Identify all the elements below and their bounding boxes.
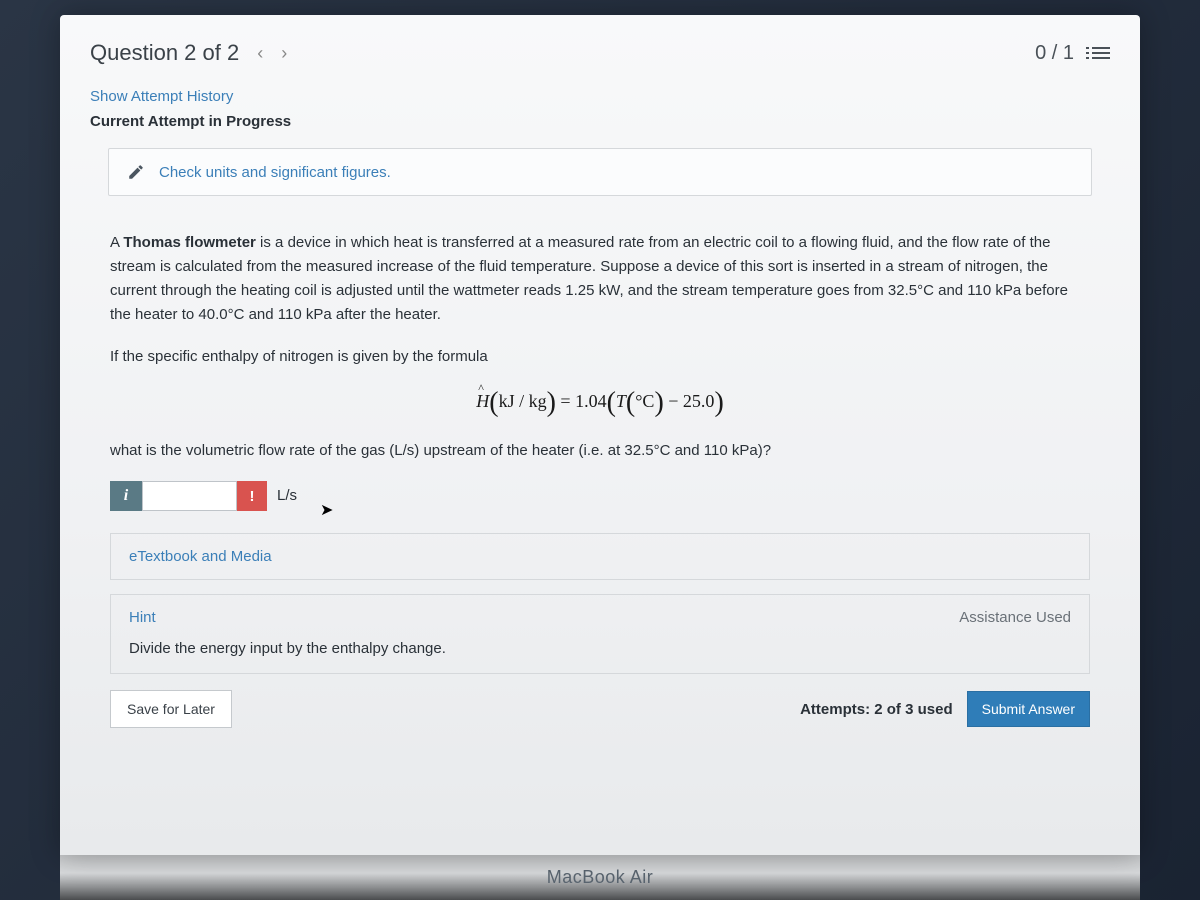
problem-paragraph-2: If the specific enthalpy of nitrogen is …: [110, 345, 1090, 369]
question-panel: Question 2 of 2 ‹ › 0 / 1 Show Attempt H…: [60, 15, 1140, 855]
problem-paragraph-1: A Thomas flowmeter is a device in which …: [110, 231, 1090, 327]
device-label: MacBook Air: [547, 867, 654, 887]
footer-row: Save for Later Attempts: 2 of 3 used Sub…: [110, 690, 1090, 728]
footer-right: Attempts: 2 of 3 used Submit Answer: [800, 691, 1090, 727]
formula-t: T: [616, 391, 626, 411]
formula-h-unit: kJ / kg: [499, 391, 547, 411]
list-menu-icon[interactable]: [1092, 47, 1110, 59]
hint-box: Hint Assistance Used Divide the energy i…: [110, 594, 1090, 674]
next-question-icon[interactable]: ›: [281, 43, 287, 64]
assistance-used-label: Assistance Used: [959, 609, 1071, 626]
check-units-banner: Check units and significant figures.: [108, 148, 1092, 196]
save-for-later-button[interactable]: Save for Later: [110, 690, 232, 728]
pencil-icon: [127, 163, 145, 181]
p1-bold: Thomas flowmeter: [123, 234, 256, 251]
header-left: Question 2 of 2 ‹ ›: [90, 40, 287, 66]
formula-coef: 1.04: [575, 391, 607, 411]
formula-const: − 25.0: [664, 391, 715, 411]
current-attempt-label: Current Attempt in Progress: [90, 113, 1110, 130]
hint-header: Hint Assistance Used: [129, 609, 1071, 626]
show-attempt-history-link[interactable]: Show Attempt History: [90, 88, 1110, 105]
question-header: Question 2 of 2 ‹ › 0 / 1: [90, 40, 1110, 66]
header-right: 0 / 1: [1035, 42, 1110, 65]
question-nav: ‹ ›: [257, 43, 287, 64]
formula-t-unit: °C: [635, 391, 654, 411]
etextbook-link[interactable]: eTextbook and Media: [110, 533, 1090, 580]
answer-input[interactable]: [142, 481, 237, 511]
submit-answer-button[interactable]: Submit Answer: [967, 691, 1090, 727]
hint-body: Divide the energy input by the enthalpy …: [129, 640, 1071, 657]
p1-prefix: A: [110, 234, 123, 251]
enthalpy-formula: H(kJ / kg) = 1.04(T(°C) − 25.0): [90, 387, 1110, 419]
formula-eq: =: [560, 391, 575, 411]
cursor-icon: ➤: [320, 500, 333, 520]
score-display: 0 / 1: [1035, 42, 1074, 65]
formula-h: H: [476, 391, 489, 411]
prev-question-icon[interactable]: ‹: [257, 43, 263, 64]
answer-unit: L/s: [267, 481, 307, 511]
answer-row: i ! L/s: [110, 481, 1090, 511]
hint-label[interactable]: Hint: [129, 609, 156, 626]
info-button[interactable]: i: [110, 481, 142, 511]
question-title: Question 2 of 2: [90, 40, 239, 66]
attempts-label: Attempts: 2 of 3 used: [800, 701, 953, 718]
device-bezel: MacBook Air: [60, 855, 1140, 900]
problem-paragraph-3: what is the volumetric flow rate of the …: [110, 439, 1090, 463]
check-units-text: Check units and significant figures.: [159, 164, 391, 181]
warning-icon[interactable]: !: [237, 481, 267, 511]
